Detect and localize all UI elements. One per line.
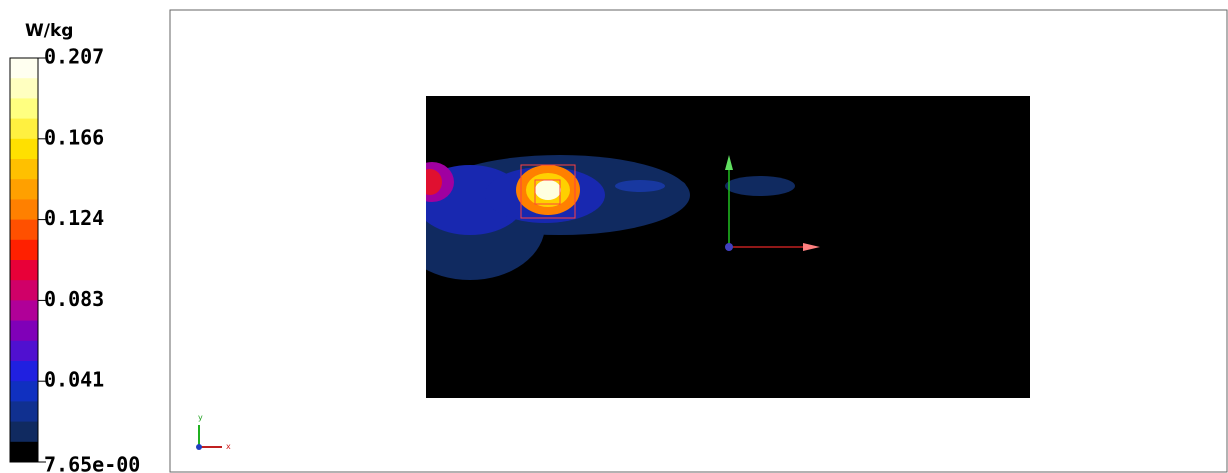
legend-label: 0.041 bbox=[44, 368, 104, 392]
legend-labels: 0.207 0.166 0.124 0.083 0.041 7.65e-00 bbox=[38, 45, 140, 473]
color-bar-border bbox=[9, 57, 39, 463]
legend-label: 0.166 bbox=[44, 125, 104, 149]
color-band bbox=[10, 138, 38, 160]
legend-unit: W/kg bbox=[25, 21, 73, 41]
color-band bbox=[10, 300, 38, 322]
color-band bbox=[10, 58, 38, 79]
color-band bbox=[10, 118, 38, 140]
color-band bbox=[10, 260, 38, 281]
legend-label: 0.207 bbox=[44, 45, 104, 69]
color-band bbox=[10, 421, 38, 443]
color-band bbox=[10, 98, 38, 120]
color-bar bbox=[9, 57, 39, 463]
color-band bbox=[10, 441, 38, 463]
color-band bbox=[10, 401, 38, 423]
color-band bbox=[10, 280, 38, 301]
color-band bbox=[10, 219, 38, 241]
color-band bbox=[10, 199, 38, 221]
triad-x: x bbox=[226, 442, 231, 451]
legend-label: 0.083 bbox=[44, 287, 104, 311]
color-band bbox=[10, 381, 38, 402]
color-band bbox=[10, 239, 38, 261]
origin-axes bbox=[725, 155, 820, 251]
color-band bbox=[10, 340, 38, 362]
color-band bbox=[10, 78, 38, 99]
sar-distribution bbox=[426, 155, 795, 280]
legend-label: 7.65e-00 bbox=[44, 453, 140, 473]
color-band bbox=[10, 361, 38, 382]
axis-triad: y x bbox=[196, 413, 231, 451]
triad-y: y bbox=[198, 413, 203, 422]
color-band bbox=[10, 159, 38, 180]
color-band bbox=[10, 320, 38, 342]
color-band bbox=[10, 179, 38, 200]
legend-label: 0.124 bbox=[44, 206, 104, 230]
